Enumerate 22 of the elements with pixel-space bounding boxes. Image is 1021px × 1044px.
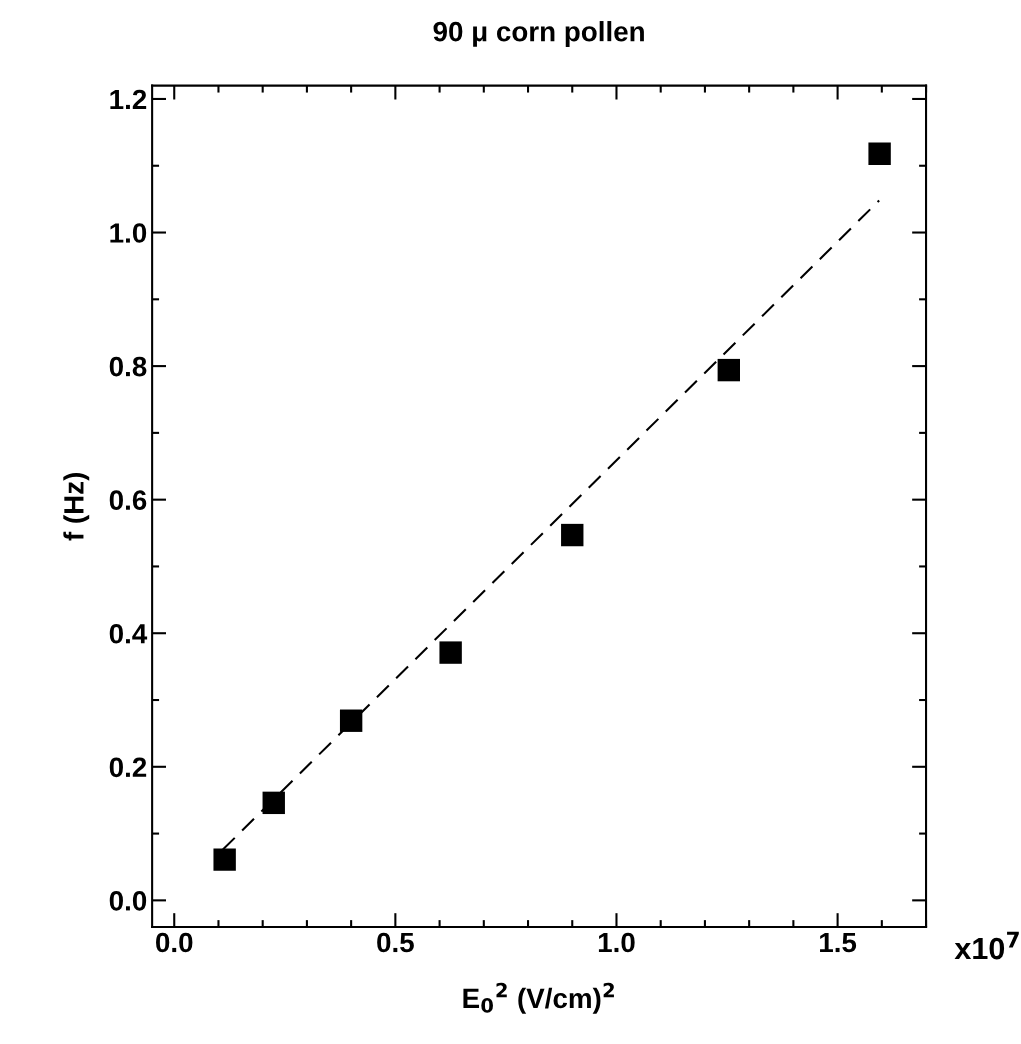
point	[213, 848, 236, 871]
x-tick-label: 1.5	[820, 932, 857, 953]
y-tick-label: 0.0	[109, 891, 147, 911]
point	[339, 709, 363, 732]
chart-title: 90 μ corn pollen	[433, 21, 644, 47]
y-tick-label: 0.4	[109, 623, 148, 644]
y-tick-label: 1.0	[110, 223, 147, 243]
x-tick-label: 0.5	[377, 932, 414, 953]
y-tick-label: 0.8	[109, 356, 147, 377]
y-tick-label: 0.6	[109, 490, 147, 510]
y-axis-title: f (Hz)	[63, 473, 90, 541]
x-tick-label: 0.0	[156, 932, 193, 953]
y-tick-label: 1.2	[110, 89, 147, 110]
y-tick-label: 0.2	[109, 757, 147, 778]
point	[262, 791, 285, 815]
point	[561, 523, 584, 547]
text: x10$^{7}$	[954, 931, 1019, 960]
point	[868, 142, 891, 165]
point	[439, 641, 462, 664]
point	[717, 358, 741, 382]
x-axis-title: E$_{0}$$^{2}$ (V/cm)$^{2}$	[463, 982, 614, 1014]
x-tick-label: 1.0	[598, 932, 635, 953]
